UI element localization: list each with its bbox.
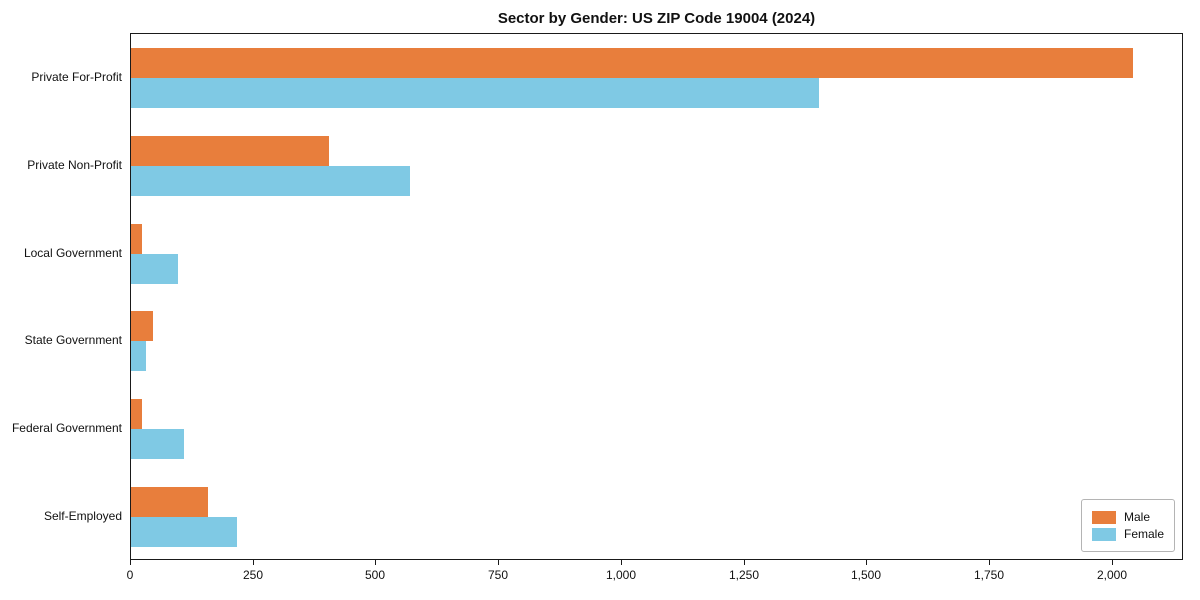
bar-female <box>131 341 147 371</box>
y-axis-label: Private Non-Profit <box>27 158 122 172</box>
x-tick-mark <box>989 560 990 565</box>
y-axis-label: Local Government <box>23 246 122 260</box>
bar-female <box>131 78 820 108</box>
bar-male <box>131 399 142 429</box>
bar-male <box>131 48 1133 78</box>
legend-label: Male <box>1123 510 1150 524</box>
bar-female <box>131 254 179 284</box>
bar-female <box>131 166 411 196</box>
legend-swatch-female <box>1091 527 1116 541</box>
bar-male <box>131 136 330 166</box>
y-axis-label: Private For-Profit <box>31 70 122 84</box>
bar-male <box>131 224 142 254</box>
x-tick-mark <box>866 560 867 565</box>
plot-area: Male Female <box>130 33 1183 560</box>
legend-item-male: Male <box>1091 510 1164 524</box>
y-axis-label: Federal Government <box>11 421 122 435</box>
bars-layer <box>131 34 1182 559</box>
bar-female <box>131 517 237 547</box>
y-axis-label: Self-Employed <box>43 509 122 523</box>
bar-male <box>131 311 154 341</box>
x-tick-label: 2,000 <box>1096 568 1128 582</box>
x-tick-mark <box>130 560 131 565</box>
x-tick-label: 250 <box>242 568 264 582</box>
x-tick-label: 1,250 <box>728 568 760 582</box>
x-tick-mark <box>375 560 376 565</box>
x-tick-label: 1,000 <box>605 568 637 582</box>
x-tick-mark <box>253 560 254 565</box>
x-tick-label: 750 <box>487 568 509 582</box>
legend-swatch-male <box>1091 510 1116 524</box>
bar-male <box>131 487 208 517</box>
legend-item-female: Female <box>1091 527 1164 541</box>
x-tick-mark <box>498 560 499 565</box>
chart-title: Sector by Gender: US ZIP Code 19004 (202… <box>497 10 816 27</box>
x-tick-label: 500 <box>364 568 386 582</box>
x-tick-mark <box>1112 560 1113 565</box>
legend-label: Female <box>1123 527 1164 541</box>
x-tick-label: 1,750 <box>973 568 1005 582</box>
x-tick-label: 1,500 <box>850 568 882 582</box>
x-tick-mark <box>621 560 622 565</box>
bar-female <box>131 429 184 459</box>
x-tick-mark <box>744 560 745 565</box>
legend: Male Female <box>1080 499 1175 552</box>
x-tick-label: 0 <box>126 568 134 582</box>
y-axis-label: State Government <box>24 333 122 347</box>
